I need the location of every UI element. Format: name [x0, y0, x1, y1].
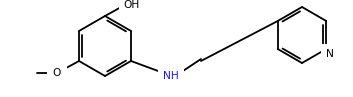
Text: O: O: [53, 68, 61, 78]
Text: N: N: [326, 49, 334, 59]
Text: NH: NH: [163, 71, 179, 81]
Text: OH: OH: [124, 0, 140, 10]
